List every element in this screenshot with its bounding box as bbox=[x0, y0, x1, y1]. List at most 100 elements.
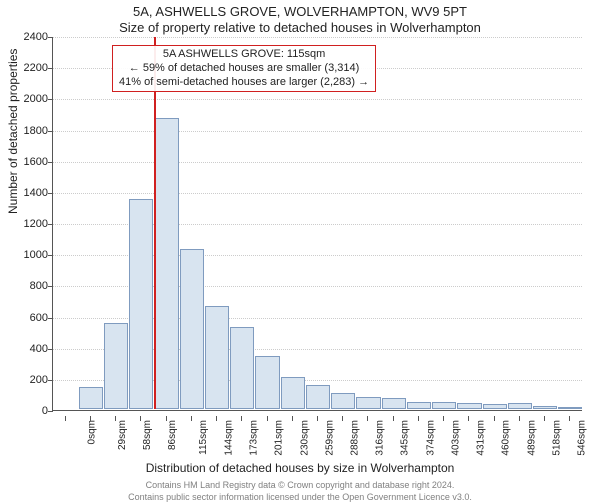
gridline bbox=[53, 193, 582, 194]
y-tick-label: 600 bbox=[8, 312, 48, 324]
y-tick-label: 2000 bbox=[8, 93, 48, 105]
histogram-bar bbox=[331, 393, 355, 409]
histogram-bar bbox=[508, 403, 532, 409]
x-tick-mark bbox=[166, 416, 167, 421]
y-tick-label: 200 bbox=[8, 374, 48, 386]
x-tick-mark bbox=[292, 416, 293, 421]
page-title-main: 5A, ASHWELLS GROVE, WOLVERHAMPTON, WV9 5… bbox=[0, 4, 600, 19]
footer-licence: Contains public sector information licen… bbox=[0, 492, 600, 502]
y-tick-label: 1600 bbox=[8, 156, 48, 168]
x-tick-label: 345sqm bbox=[400, 420, 411, 456]
y-tick-mark bbox=[48, 411, 53, 412]
footer-copyright: Contains HM Land Registry data © Crown c… bbox=[0, 480, 600, 490]
y-tick-mark bbox=[48, 162, 53, 163]
x-tick-mark bbox=[90, 416, 91, 421]
y-tick-label: 400 bbox=[8, 343, 48, 355]
y-tick-mark bbox=[48, 99, 53, 100]
y-tick-label: 1800 bbox=[8, 125, 48, 137]
gridline bbox=[53, 131, 582, 132]
histogram-bar bbox=[255, 356, 279, 409]
histogram-bar bbox=[558, 407, 582, 409]
x-tick-label: 259sqm bbox=[324, 420, 335, 456]
histogram-bar bbox=[306, 385, 330, 409]
gridline bbox=[53, 162, 582, 163]
x-tick-mark bbox=[342, 416, 343, 421]
histogram-bar bbox=[382, 398, 406, 409]
x-tick-label: 431sqm bbox=[476, 420, 487, 456]
y-tick-mark bbox=[48, 318, 53, 319]
x-axis-ticks: 0sqm 29sqm 58sqm 86sqm 115sqm 144sqm 173sqm 201… bbox=[52, 420, 582, 466]
histogram-bar bbox=[205, 306, 229, 409]
histogram-bar bbox=[154, 118, 178, 409]
x-tick-label: 460sqm bbox=[501, 420, 512, 456]
x-tick-label: 489sqm bbox=[526, 420, 537, 456]
x-tick-mark bbox=[367, 416, 368, 421]
y-tick-mark bbox=[48, 193, 53, 194]
histogram-bar bbox=[104, 323, 128, 409]
y-tick-label: 1400 bbox=[8, 187, 48, 199]
x-tick-label: 201sqm bbox=[274, 420, 285, 456]
x-tick-label: 29sqm bbox=[117, 420, 128, 450]
histogram-bar bbox=[407, 402, 431, 409]
x-tick-label: 173sqm bbox=[249, 420, 260, 456]
x-tick-mark bbox=[115, 416, 116, 421]
x-tick-label: 518sqm bbox=[551, 420, 562, 456]
x-tick-mark bbox=[393, 416, 394, 421]
histogram-bar bbox=[180, 249, 204, 409]
x-tick-label: 546sqm bbox=[577, 420, 588, 456]
x-tick-mark bbox=[191, 416, 192, 421]
histogram-bar bbox=[79, 387, 103, 409]
histogram-bar bbox=[129, 199, 153, 409]
x-tick-mark bbox=[468, 416, 469, 421]
x-tick-mark bbox=[443, 416, 444, 421]
gridline bbox=[53, 99, 582, 100]
x-tick-label: 144sqm bbox=[223, 420, 234, 456]
x-tick-mark bbox=[140, 416, 141, 421]
y-tick-mark bbox=[48, 380, 53, 381]
x-tick-label: 403sqm bbox=[451, 420, 462, 456]
plot-area bbox=[52, 37, 582, 411]
x-tick-mark bbox=[418, 416, 419, 421]
gridline bbox=[53, 37, 582, 38]
y-tick-label: 2400 bbox=[8, 31, 48, 43]
x-tick-label: 316sqm bbox=[375, 420, 386, 456]
histogram-bar bbox=[281, 377, 305, 409]
x-tick-mark bbox=[569, 416, 570, 421]
histogram-bar bbox=[457, 403, 481, 409]
histogram-bar bbox=[356, 397, 380, 409]
y-tick-label: 800 bbox=[8, 280, 48, 292]
x-tick-label: 86sqm bbox=[167, 420, 178, 450]
x-tick-mark bbox=[544, 416, 545, 421]
reference-line bbox=[154, 37, 156, 409]
annotation-box: 5A ASHWELLS GROVE: 115sqm← 59% of detach… bbox=[112, 45, 376, 92]
x-tick-mark bbox=[65, 416, 66, 421]
page-title-sub: Size of property relative to detached ho… bbox=[0, 20, 600, 35]
y-tick-mark bbox=[48, 68, 53, 69]
y-tick-label: 1200 bbox=[8, 218, 48, 230]
y-tick-mark bbox=[48, 131, 53, 132]
x-tick-label: 374sqm bbox=[425, 420, 436, 456]
y-tick-mark bbox=[48, 349, 53, 350]
histogram-bar bbox=[483, 404, 507, 409]
x-tick-mark bbox=[267, 416, 268, 421]
y-tick-label: 2200 bbox=[8, 62, 48, 74]
y-tick-mark bbox=[48, 37, 53, 38]
x-tick-label: 288sqm bbox=[350, 420, 361, 456]
y-tick-mark bbox=[48, 224, 53, 225]
x-tick-mark bbox=[317, 416, 318, 421]
x-tick-label: 230sqm bbox=[299, 420, 310, 456]
chart-area: 5A ASHWELLS GROVE: 115sqm← 59% of detach… bbox=[52, 37, 582, 411]
y-tick-mark bbox=[48, 255, 53, 256]
x-tick-mark bbox=[216, 416, 217, 421]
x-tick-label: 0sqm bbox=[86, 420, 97, 444]
histogram-bar bbox=[432, 402, 456, 409]
x-tick-mark bbox=[494, 416, 495, 421]
x-tick-label: 58sqm bbox=[142, 420, 153, 450]
y-tick-label: 1000 bbox=[8, 249, 48, 261]
x-tick-mark bbox=[519, 416, 520, 421]
y-tick-label: 0 bbox=[8, 405, 48, 417]
y-tick-mark bbox=[48, 286, 53, 287]
histogram-bar bbox=[533, 406, 557, 409]
x-tick-mark bbox=[241, 416, 242, 421]
x-tick-label: 115sqm bbox=[197, 420, 208, 455]
